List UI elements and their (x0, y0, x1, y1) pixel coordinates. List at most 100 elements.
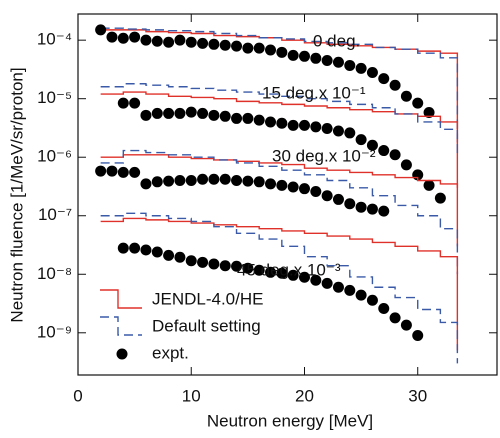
x-axis-label: Neutron energy [MeV] (207, 411, 373, 430)
data-point (287, 49, 299, 61)
data-point (185, 175, 197, 187)
data-point (378, 205, 390, 217)
data-point (242, 42, 254, 54)
x-tick-label: 0 (73, 386, 82, 405)
data-point (117, 97, 129, 109)
data-point (332, 281, 344, 293)
data-point (219, 260, 231, 272)
data-point (298, 119, 310, 131)
data-point (208, 109, 220, 121)
data-point (185, 106, 197, 118)
step-line (100, 83, 459, 158)
data-point (423, 107, 435, 119)
data-point (151, 35, 163, 47)
data-point (344, 198, 356, 210)
data-point (287, 181, 299, 193)
data-point (117, 242, 129, 254)
data-point (366, 294, 378, 306)
annotation: 0 deg. (313, 31, 360, 50)
step-line (100, 27, 459, 147)
data-point (265, 266, 277, 278)
data-point (400, 319, 412, 331)
data-point (344, 59, 356, 71)
data-point (106, 31, 118, 43)
data-point (389, 312, 401, 324)
y-tick-label: 10⁻⁸ (37, 264, 72, 283)
data-point (378, 73, 390, 85)
data-point (197, 107, 209, 119)
data-point (298, 183, 310, 195)
data-point (117, 32, 129, 44)
data-point (265, 116, 277, 128)
annotation: 45 deg.x 10⁻³ (237, 260, 341, 279)
data-point (163, 36, 175, 48)
data-point (185, 36, 197, 48)
legend-label: Default setting (152, 316, 261, 335)
data-point (298, 50, 310, 62)
data-point (321, 54, 333, 66)
legend-line (100, 316, 142, 336)
data-point (287, 119, 299, 131)
data-point (332, 193, 344, 205)
data-point (151, 107, 163, 119)
data-point (253, 176, 265, 188)
data-point (310, 52, 322, 64)
data-point (265, 178, 277, 190)
data-point (412, 97, 424, 109)
x-tick-label: 30 (408, 386, 427, 405)
data-point (400, 90, 412, 102)
x-tick-label: 10 (182, 386, 201, 405)
y-tick-label: 10⁻⁵ (37, 88, 72, 107)
data-point (117, 166, 129, 178)
data-point (310, 185, 322, 197)
data-point (310, 121, 322, 133)
data-point (412, 329, 424, 341)
data-point (389, 149, 401, 161)
data-point (151, 176, 163, 188)
data-point (197, 256, 209, 268)
data-point (151, 246, 163, 258)
data-point (276, 179, 288, 191)
data-point (231, 112, 243, 124)
data-point (344, 127, 356, 139)
data-point (174, 251, 186, 263)
data-point (321, 190, 333, 202)
data-point (140, 109, 152, 121)
data-point (140, 244, 152, 256)
y-tick-label: 10⁻⁴ (37, 30, 72, 49)
data-point (366, 139, 378, 151)
data-point (219, 173, 231, 185)
plot-frame (77, 13, 498, 376)
data-point (208, 258, 220, 270)
y-tick-label: 10⁻⁷ (38, 205, 72, 224)
data-point (378, 303, 390, 315)
data-point (231, 40, 243, 52)
data-point (163, 249, 175, 261)
legend-line (100, 289, 142, 309)
data-point (242, 175, 254, 187)
data-point (355, 134, 367, 146)
step-line (100, 217, 459, 351)
data-point (355, 289, 367, 301)
data-point (242, 262, 254, 274)
legend-marker (116, 348, 128, 360)
data-point (129, 31, 141, 43)
data-point (276, 117, 288, 129)
data-point (129, 242, 141, 254)
data-point (321, 277, 333, 289)
data-point (355, 201, 367, 213)
data-point (400, 159, 412, 171)
annotation: 15 deg.x 10⁻¹ (262, 83, 366, 102)
data-point (174, 175, 186, 187)
data-point (208, 38, 220, 50)
step-line (100, 212, 459, 364)
data-point (253, 42, 265, 54)
data-point (378, 145, 390, 157)
data-point (355, 62, 367, 74)
data-point (140, 34, 152, 46)
step-line (100, 91, 459, 188)
data-point (197, 173, 209, 185)
data-point (434, 192, 446, 204)
data-point (219, 110, 231, 122)
data-point (163, 107, 175, 119)
